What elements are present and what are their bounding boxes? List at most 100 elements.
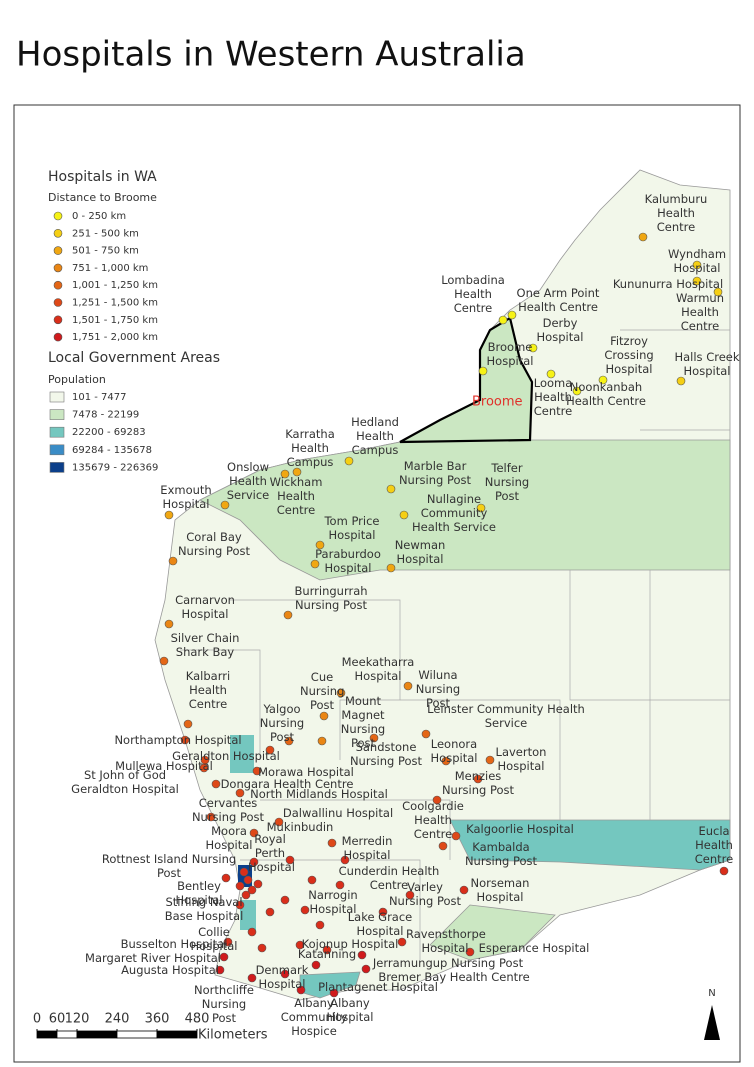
hospital-dot [403,681,413,691]
hospital-dot [315,540,325,550]
hospital-label: Mukinbudin [266,820,334,834]
hospital-dot [180,735,190,745]
hospital-dot [199,763,209,773]
hospital-label: Cervantes Nursing Post [191,796,265,824]
hospital-label: Broome Hospital [486,340,534,368]
hospital-dot [243,875,253,885]
hospital-label: Carnarvon Hospital [175,593,235,621]
hospital-label: St John of God Geraldton Hospital [71,768,179,796]
hospital-label: Lake Grace Hospital [347,910,413,938]
hospital-label: Bremer Bay Health Centre [378,970,530,984]
region-label: Broome [472,395,523,410]
legend-swatch [49,444,65,456]
hospital-dot [220,500,230,510]
hospital-label: Moora Hospital [205,824,253,852]
legend-swatch [49,409,65,420]
lga-geraldton [230,735,254,773]
scale-tick-label: 480 [185,1012,210,1027]
hospital-label: Merredin Hospital [341,834,393,862]
hospital-dot [397,937,407,947]
hospital-label: Noonkanbah Health Centre [566,380,646,408]
hospital-dot [247,927,257,937]
hospital-dot [252,766,262,776]
hospital-dot [310,559,320,569]
hospital-label: Wyndham Hospital [667,247,727,275]
hospital-label: Kalbarri Health Centre [185,669,231,711]
legend-symbol [53,246,63,255]
hospital-dot [336,688,346,698]
hospital-label: Ravensthorpe Hospital [406,927,486,955]
hospital-dot [329,988,339,998]
hospital-label: Onslow Health Service [226,460,270,502]
scale-segment [76,1030,118,1039]
hospital-label: Jerramungup Nursing Post [372,956,524,970]
hospital-dot [451,831,461,841]
hospital-label: Kojonup Hospital [301,937,399,951]
hospital-label: Cue Nursing Post [300,670,345,712]
hospital-dot [235,788,245,798]
hospital-label: Exmouth Hospital [160,483,212,511]
hospital-dot [478,366,488,376]
hospital-label: Laverton Hospital [495,745,547,773]
legend-label: 1,001 - 1,250 km [72,280,158,291]
hospital-dot [249,828,259,838]
hospital-label: Leinster Community Health Service [427,702,585,730]
border [569,570,730,701]
hospital-dot [265,907,275,917]
lga-borders [180,329,730,960]
legend-swatch [49,462,65,473]
hospital-dot [274,817,284,827]
legend-swatch [49,426,65,438]
lga-mandurah [240,900,256,930]
hospital-label: Dongara Health Centre [220,777,354,791]
legend-symbol [53,211,63,221]
hospital-label: Denmark Hospital [255,963,309,991]
scale-tick-label: 120 [65,1012,90,1027]
hospital-dot [485,755,495,765]
border [400,699,561,820]
north-label: N [708,988,715,999]
hospital-dot [280,969,290,979]
hospital-dot [247,885,257,895]
hospital-dot [432,795,442,805]
legend-symbol [53,229,63,238]
hospital-label: Kalumburu Health Centre [644,192,708,234]
hospital-label: Narrogin Hospital [308,888,358,916]
legend-symbol [53,280,63,290]
lga-broome [399,316,534,444]
hospital-label: Burringurrah Nursing Post [294,584,368,612]
scale-tick-label: 60 [49,1012,66,1027]
hospital-label: Derby Hospital [536,316,584,344]
hospital-label: Collie Hospital [190,925,238,953]
hospital-label: Augusta Hospital [121,963,219,977]
scale-segment [56,1030,78,1039]
legend-label: 1,751 - 2,000 km [72,332,158,343]
hospital-label: Nullagine Community Health Service [412,492,496,534]
hospital-label: Leonora Hospital [430,737,478,765]
hospital-label: Busselton Hospital [120,937,228,951]
hospital-dot [284,736,294,746]
hospital-dot [221,873,231,883]
hospital-dot [572,386,582,396]
legend-label: 1,251 - 1,500 km [72,298,158,309]
page-title: Hospitals in Western Australia [16,35,526,75]
hospital-label: Dalwallinu Hospital [282,806,394,820]
hospital-label: Stirling Naval Base Hospital [164,895,244,923]
hospital-dot [223,937,233,947]
hospital-label: Morawa Hospital [258,765,354,779]
legend-symbol [53,263,63,273]
hospital-dot [340,855,350,865]
hospital-label: Wickham Health Centre [269,475,323,517]
hospital-label: Lombadina Health Centre [441,273,505,315]
hospital-dot [206,812,216,822]
legend-subtitle: Population [48,373,106,386]
hospital-cluster [239,855,345,953]
hospital-dot [235,900,245,910]
hospital-dot [459,885,469,895]
hospital-dot [344,456,354,466]
hospital-label: Hedland Health Campus [351,415,399,457]
hospital-dot [369,733,379,743]
hospital-dot [295,940,305,950]
hospital-label: Bentley Hospital [175,879,223,907]
